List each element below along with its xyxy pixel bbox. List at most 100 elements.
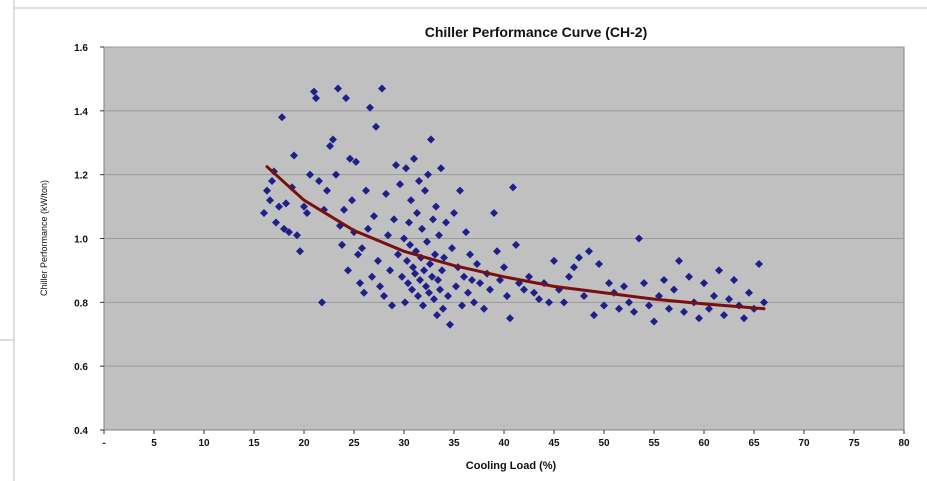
data-point [452, 282, 460, 291]
data-point [260, 208, 268, 217]
data-point [278, 113, 286, 122]
data-point [442, 218, 450, 227]
data-point [403, 256, 411, 265]
data-point [415, 177, 423, 186]
data-point [476, 279, 484, 288]
data-point [422, 282, 430, 291]
data-point [760, 298, 768, 307]
x-tick-label: 45 [548, 438, 560, 449]
data-point [630, 307, 638, 316]
data-point [303, 208, 311, 217]
y-axis-ticks: 0.4 0.6 0.8 1.0 1.2 1.4 1.6 [74, 43, 104, 437]
data-point [266, 196, 274, 205]
data-point [425, 288, 433, 297]
x-tick-label: 35 [448, 438, 460, 449]
data-point [512, 240, 520, 249]
y-axis-title: Chiller Performance (kW/ton) [39, 180, 49, 296]
data-point [414, 291, 422, 300]
data-point [700, 279, 708, 288]
data-point [409, 263, 417, 272]
data-point [348, 196, 356, 205]
data-point [300, 202, 308, 211]
data-point [312, 94, 320, 103]
data-point [470, 298, 478, 307]
data-point [605, 279, 613, 288]
data-point [755, 260, 763, 269]
data-point [466, 250, 474, 259]
data-point [590, 311, 598, 320]
data-point [376, 282, 384, 291]
data-point [580, 291, 588, 300]
data-point [436, 285, 444, 294]
data-point [625, 298, 633, 307]
data-point [506, 314, 514, 323]
data-point [418, 224, 426, 233]
x-tick-label: 60 [698, 438, 710, 449]
data-point [404, 279, 412, 288]
data-point [411, 269, 419, 278]
data-point [408, 285, 416, 294]
data-point [401, 298, 409, 307]
y-tick-label: 0.6 [74, 362, 88, 373]
data-point [329, 135, 337, 144]
data-point [429, 215, 437, 224]
data-point [416, 275, 424, 284]
data-point [715, 266, 723, 275]
trendline [265, 165, 766, 311]
data-point [448, 244, 456, 253]
data-point [458, 301, 466, 310]
data-point [384, 231, 392, 240]
data-point [386, 266, 394, 275]
x-tick-label: 5 [151, 438, 157, 449]
data-point [550, 256, 558, 265]
gridlines [104, 46, 904, 367]
data-point [444, 291, 452, 300]
y-tick-label: 1.6 [74, 43, 88, 54]
x-tick-label: 80 [898, 438, 910, 449]
data-point [318, 298, 326, 307]
data-point [500, 263, 508, 272]
y-tick-label: 0.8 [74, 298, 88, 309]
x-tick-label: 40 [498, 438, 510, 449]
data-point [358, 244, 366, 253]
data-point [545, 298, 553, 307]
data-point [380, 291, 388, 300]
data-point [535, 295, 543, 304]
data-point [433, 311, 441, 320]
x-tick-label: 30 [398, 438, 410, 449]
data-point [675, 256, 683, 265]
data-point [392, 161, 400, 170]
data-point [600, 301, 608, 310]
data-point [400, 234, 408, 243]
data-point [272, 218, 280, 227]
data-point [431, 250, 439, 259]
data-point [530, 288, 538, 297]
data-point [360, 288, 368, 297]
data-point [720, 311, 728, 320]
data-point [406, 240, 414, 249]
data-point [290, 151, 298, 160]
x-axis-title: Cooling Load (%) [466, 460, 557, 472]
data-point [660, 275, 668, 284]
data-point [426, 260, 434, 269]
data-point [464, 288, 472, 297]
data-point [275, 202, 283, 211]
data-point [710, 291, 718, 300]
data-point [323, 186, 331, 195]
x-tick-label: 75 [848, 438, 860, 449]
data-point [427, 135, 435, 144]
data-point [424, 170, 432, 179]
data-point [334, 84, 342, 93]
data-point [326, 141, 334, 150]
data-point [382, 189, 390, 198]
data-point [420, 266, 428, 275]
data-point [446, 320, 454, 329]
data-point [372, 122, 380, 131]
data-point [705, 304, 713, 313]
data-point [280, 224, 288, 233]
data-point [496, 275, 504, 284]
data-point [462, 228, 470, 237]
x-tick-label: 20 [298, 438, 310, 449]
